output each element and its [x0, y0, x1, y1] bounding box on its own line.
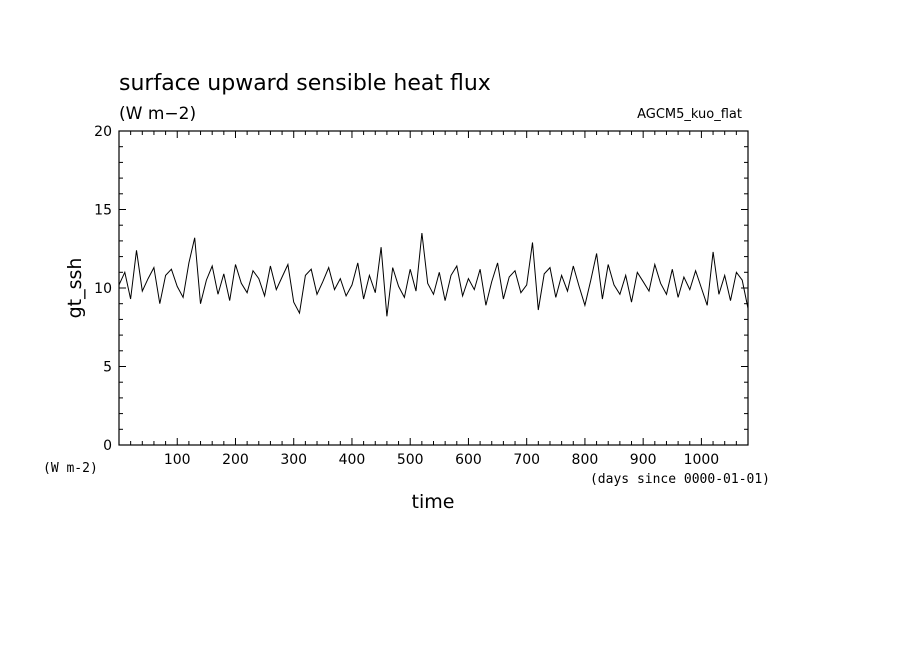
experiment-label: AGCM5_kuo_flat	[637, 107, 742, 122]
x-tick-label: 700	[513, 452, 540, 468]
y-tick-label: 5	[103, 360, 112, 376]
y-axis-label: gt_ssh	[64, 258, 86, 319]
y-tick-label: 0	[103, 438, 112, 454]
y-tick-label: 10	[94, 281, 112, 297]
x-axis: 100 200 300 400 500 600 700 800 900 1000	[130, 131, 737, 468]
x-tick-label: 900	[630, 452, 657, 468]
x-tick-label: 100	[164, 452, 191, 468]
plot-frame	[118, 130, 749, 446]
x-tick-label: 500	[397, 452, 424, 468]
x-tick-label: 300	[280, 452, 307, 468]
chart-subtitle: (W m−2)	[119, 104, 196, 124]
x-axis-units: (days since 0000-01-01)	[590, 472, 770, 487]
x-tick-label: 1000	[684, 452, 720, 468]
y-axis-units: (W m-2)	[43, 461, 98, 476]
x-tick-label: 200	[222, 452, 249, 468]
x-axis-label: time	[412, 491, 455, 513]
x-tick-label: 800	[572, 452, 599, 468]
chart-title: surface upward sensible heat flux	[119, 71, 491, 96]
y-tick-label: 20	[94, 124, 112, 140]
series-line	[118, 232, 749, 317]
x-tick-label: 600	[455, 452, 482, 468]
y-axis: 0 5 10 15 20	[94, 124, 748, 454]
y-tick-label: 15	[94, 203, 112, 219]
x-tick-label: 400	[339, 452, 366, 468]
